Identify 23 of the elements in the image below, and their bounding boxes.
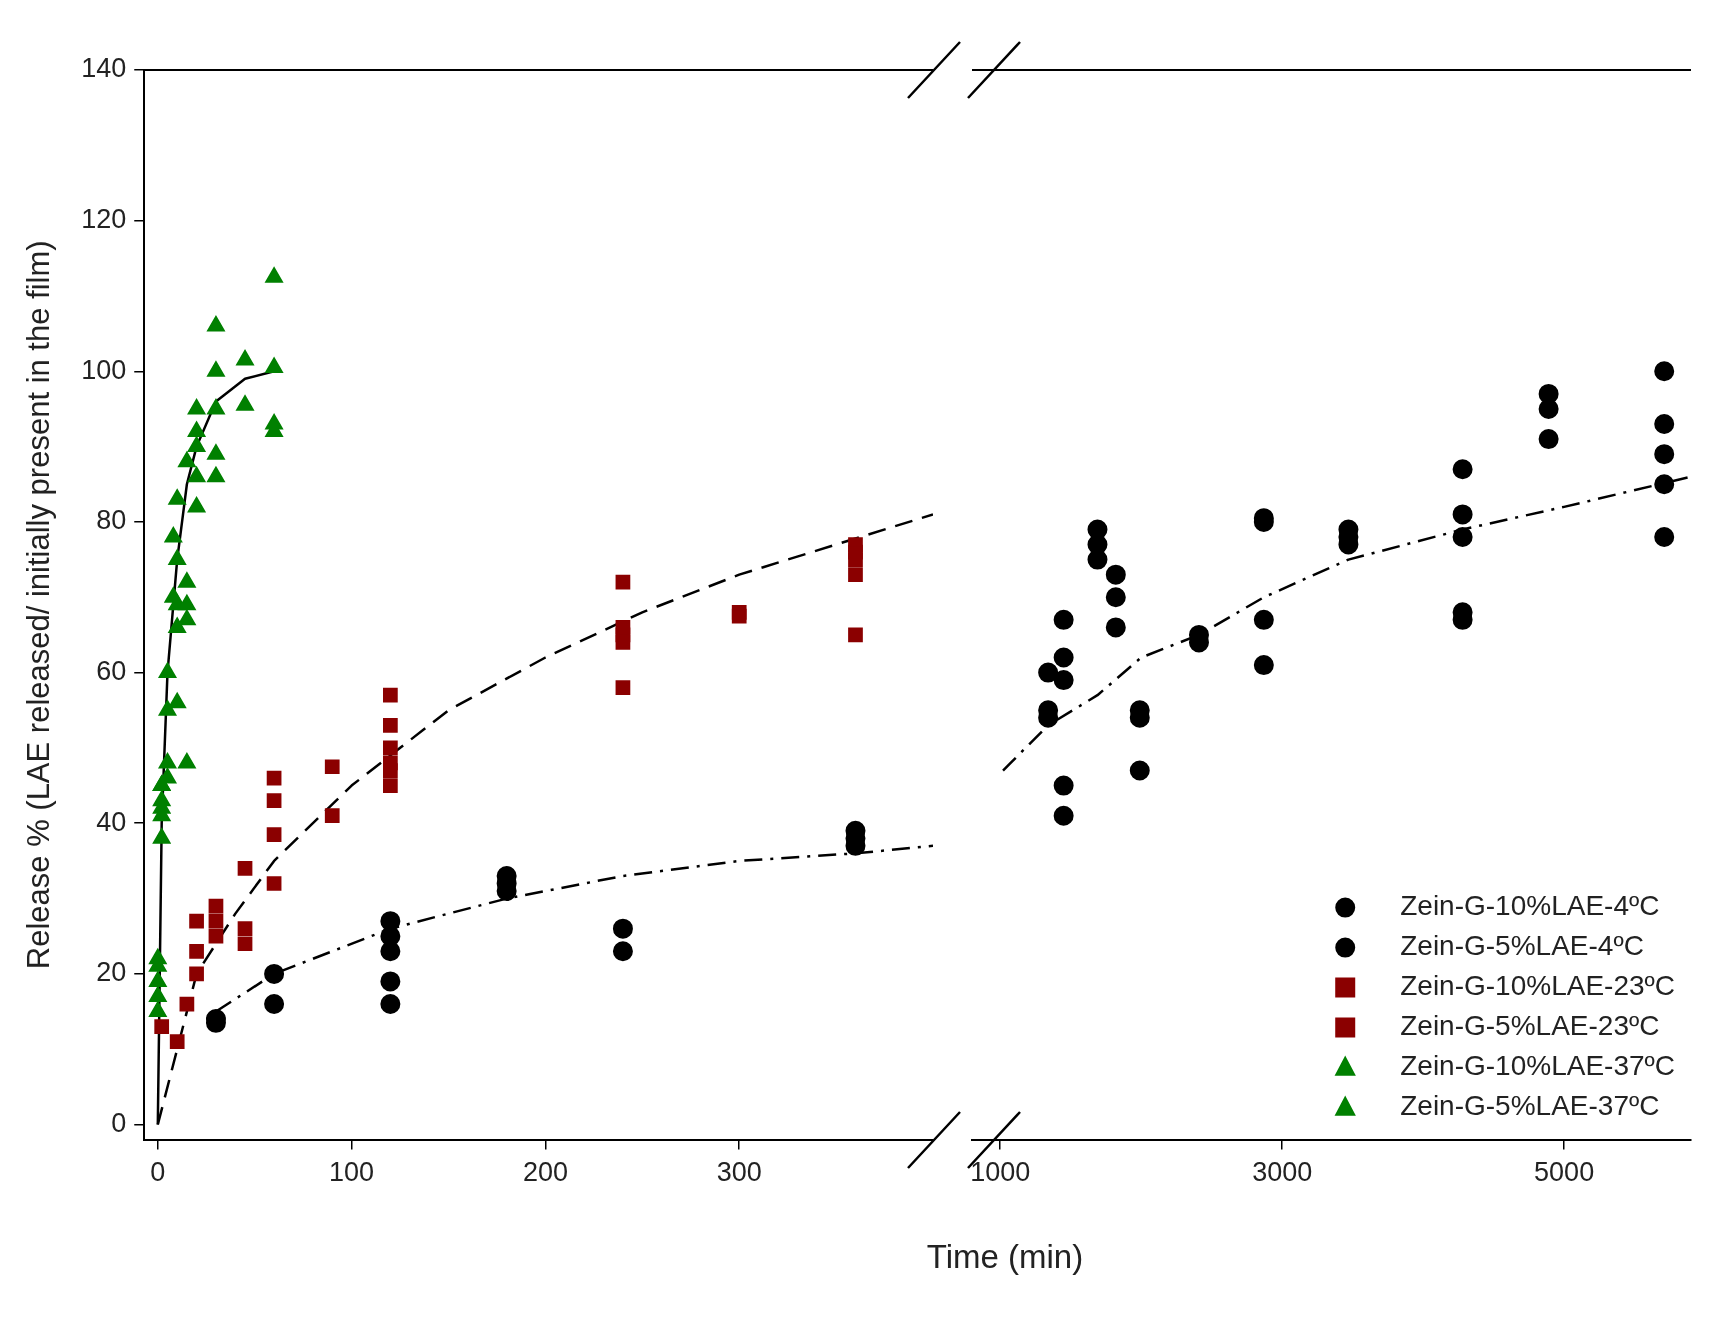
legend-label: Zein-G-10%LAE-4ºC xyxy=(1400,890,1660,922)
y-tick-label: 60 xyxy=(96,656,127,687)
x-tick-label: 300 xyxy=(716,1157,762,1188)
y-tick-label: 100 xyxy=(81,354,127,385)
y-tick-label: 120 xyxy=(81,204,127,235)
x-tick-label: 3000 xyxy=(1252,1157,1313,1188)
y-tick-label: 140 xyxy=(81,53,127,84)
x-tick-label: 0 xyxy=(150,1157,166,1188)
x-tick-label: 1000 xyxy=(970,1157,1031,1188)
x-tick-label: 5000 xyxy=(1534,1157,1595,1188)
y-tick-label: 0 xyxy=(111,1107,127,1138)
y-tick-label: 40 xyxy=(96,806,127,837)
legend-label: Zein-G-5%LAE-4ºC xyxy=(1400,930,1644,962)
legend-label: Zein-G-5%LAE-37ºC xyxy=(1400,1090,1660,1122)
x-tick-label: 200 xyxy=(522,1157,568,1188)
x-tick-label: 100 xyxy=(329,1157,375,1188)
y-tick-label: 80 xyxy=(96,505,127,536)
y-axis-title: Release % (LAE released/ initially present in the film) xyxy=(21,240,57,970)
legend-label: Zein-G-10%LAE-37ºC xyxy=(1400,1050,1675,1082)
y-tick-label: 20 xyxy=(96,957,127,988)
x-axis-title: Time (min) xyxy=(925,1238,1085,1276)
legend-label: Zein-G-10%LAE-23ºC xyxy=(1400,970,1675,1002)
legend-label: Zein-G-5%LAE-23ºC xyxy=(1400,1010,1660,1042)
